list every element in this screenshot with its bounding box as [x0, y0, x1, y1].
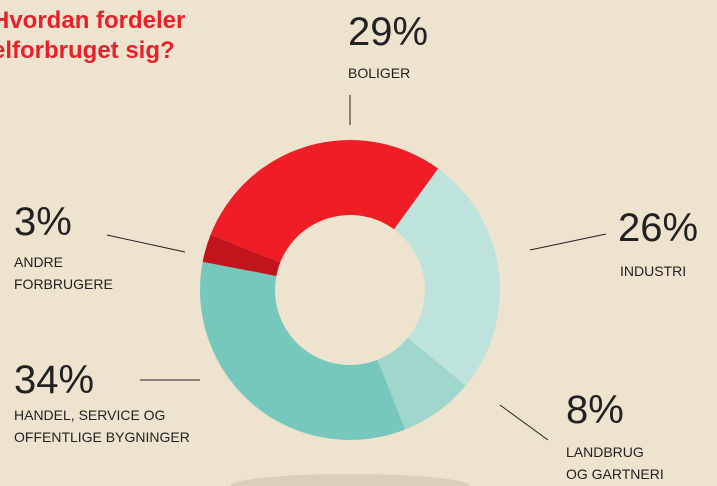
category-label: INDUSTRI [620, 263, 687, 279]
donut-segment [394, 168, 500, 386]
category-label: ANDRE FORBRUGERE [14, 254, 113, 292]
leader-line [106, 234, 186, 253]
shadow [230, 474, 470, 486]
value-label: 8% [566, 388, 624, 432]
chart-title: Hvordan fordeler elforbruget sig? [0, 7, 186, 64]
donut-segment [377, 337, 466, 430]
category-label: BOLIGER [348, 65, 411, 81]
donut-segment [210, 139, 439, 263]
value-label: 29% [348, 10, 429, 54]
value-label: 26% [618, 206, 699, 250]
donut-segment [200, 261, 406, 440]
category-label: HANDEL, SERVICE OG OFFENTLIGE BYGNINGER [14, 407, 190, 445]
leader-line [529, 233, 607, 251]
category-label: LANDBRUG OG GARTNERI [566, 444, 664, 482]
value-label: 3% [14, 200, 72, 244]
value-label: 34% [14, 358, 95, 402]
leader-line [499, 404, 549, 441]
donut-segment [202, 234, 281, 276]
